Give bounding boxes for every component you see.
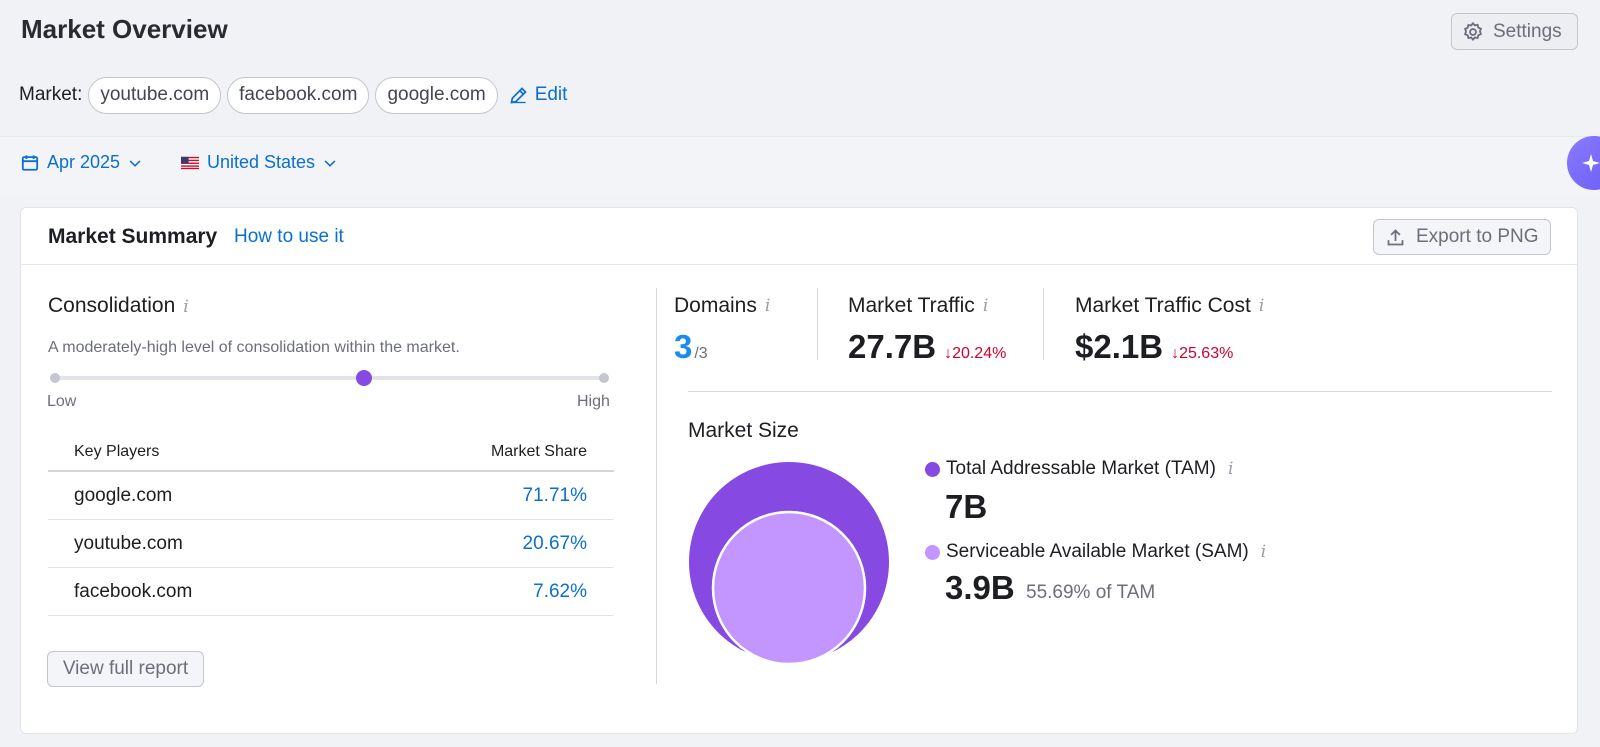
domains-total: /3 [694, 345, 708, 362]
info-icon[interactable]: i [1258, 296, 1265, 316]
sam-label: Serviceable Available Market (SAM) [946, 541, 1249, 562]
key-players-table: Key Players Market Share google.com 71.7… [48, 434, 614, 616]
how-to-use-link[interactable]: How to use it [234, 226, 344, 247]
cost-label-row: Market Traffic Cost i [1075, 294, 1264, 318]
player-share[interactable]: 20.67% [522, 532, 587, 554]
market-chip-facebook[interactable]: facebook.com [227, 76, 370, 114]
info-icon[interactable]: i [1227, 459, 1234, 479]
table-row: facebook.com 7.62% [48, 568, 614, 616]
table-row: google.com 71.71% [48, 472, 614, 520]
info-icon[interactable]: i [1260, 542, 1267, 562]
tam-label: Total Addressable Market (TAM) [946, 458, 1216, 479]
calendar-icon [21, 154, 39, 171]
traffic-value-row: 27.7B ↓20.24% [848, 328, 1006, 366]
player-domain[interactable]: google.com [74, 484, 173, 506]
domains-value[interactable]: 3 [674, 328, 693, 365]
upload-icon [1387, 228, 1404, 245]
column-divider [656, 288, 657, 684]
tam-dot [925, 461, 940, 477]
tam-legend: Total Addressable Market (TAM) i [925, 458, 1233, 480]
metric-divider [817, 288, 818, 360]
chevron-down-icon [129, 159, 141, 167]
info-icon[interactable]: i [982, 296, 989, 316]
traffic-value: 27.7B [848, 328, 937, 365]
tam-value: 7B [945, 488, 988, 525]
us-flag-icon [181, 156, 199, 169]
pencil-icon [510, 86, 527, 104]
country-filter-label: United States [207, 152, 316, 172]
slider-low-label: Low [47, 393, 77, 410]
metric-divider [1043, 288, 1044, 360]
sam-percentage: 55.69% of TAM [1026, 582, 1156, 603]
market-chip-google[interactable]: google.com [375, 76, 498, 114]
sam-circle[interactable] [711, 510, 867, 664]
player-domain[interactable]: youtube.com [74, 532, 183, 554]
filter-bar [0, 136, 1600, 195]
market-summary-card: Market Summary How to use it Export to P… [20, 207, 1578, 734]
gear-icon [1463, 21, 1483, 41]
traffic-label: Market Traffic [848, 294, 975, 317]
slider-low-marker [50, 373, 60, 383]
settings-label: Settings [1493, 20, 1562, 42]
slider-high-marker [599, 373, 609, 383]
edit-market-link[interactable]: Edit [508, 84, 568, 106]
domains-value-row: 3 /3 [674, 328, 770, 366]
consolidation-slider-track [54, 376, 607, 380]
cost-label: Market Traffic Cost [1075, 294, 1251, 317]
cost-value: $2.1B [1075, 328, 1164, 365]
sam-value: 3.9B [945, 569, 1015, 606]
page-title: Market Overview [21, 14, 228, 44]
player-share[interactable]: 71.71% [522, 484, 587, 506]
chevron-down-icon [324, 159, 336, 167]
section-divider [688, 391, 1552, 392]
market-size-title: Market Size [688, 419, 799, 442]
sparkle-icon [1582, 154, 1600, 172]
consolidation-description: A moderately-high level of consolidation… [48, 339, 460, 356]
settings-button[interactable]: Settings [1451, 13, 1578, 50]
market-label: Market: [19, 84, 83, 105]
consolidation-title: Consolidation i [48, 294, 189, 318]
date-filter-label: Apr 2025 [47, 152, 121, 172]
edit-label: Edit [534, 84, 568, 105]
domains-metric: Domains i 3 /3 [674, 294, 770, 366]
domains-label: Domains [674, 294, 757, 317]
export-png-button[interactable]: Export to PNG [1373, 219, 1551, 255]
cost-delta: ↓25.63% [1171, 345, 1234, 362]
sam-dot [925, 544, 940, 560]
view-full-report-button[interactable]: View full report [47, 651, 204, 687]
sam-legend: Serviceable Available Market (SAM) i [925, 541, 1266, 563]
market-size-chart [689, 462, 889, 664]
card-title: Market Summary [48, 225, 218, 248]
market-chip-youtube[interactable]: youtube.com [88, 76, 222, 114]
country-filter[interactable]: United States [181, 152, 337, 173]
slider-high-label: High [577, 393, 610, 410]
card-header: Market Summary How to use it Export to P… [21, 208, 1577, 265]
key-players-header: Key Players [74, 443, 160, 460]
table-row: youtube.com 20.67% [48, 520, 614, 568]
market-selector: Market: youtube.com facebook.com google.… [19, 76, 567, 114]
cost-value-row: $2.1B ↓25.63% [1075, 328, 1264, 366]
date-filter[interactable]: Apr 2025 [21, 152, 142, 173]
player-domain[interactable]: facebook.com [74, 580, 193, 602]
traffic-label-row: Market Traffic i [848, 294, 1006, 318]
market-share-header: Market Share [490, 443, 587, 460]
info-icon[interactable]: i [764, 296, 771, 316]
market-traffic-metric: Market Traffic i 27.7B ↓20.24% [848, 294, 1006, 366]
table-header: Key Players Market Share [48, 434, 614, 472]
consolidation-level-marker [355, 370, 372, 386]
consolidation-label: Consolidation [48, 294, 176, 317]
market-traffic-cost-metric: Market Traffic Cost i $2.1B ↓25.63% [1075, 294, 1264, 366]
info-icon[interactable]: i [183, 297, 189, 317]
player-share[interactable]: 7.62% [533, 580, 587, 602]
export-label: Export to PNG [1416, 226, 1539, 247]
traffic-delta: ↓20.24% [944, 345, 1007, 362]
domains-label-row: Domains i [674, 294, 770, 318]
